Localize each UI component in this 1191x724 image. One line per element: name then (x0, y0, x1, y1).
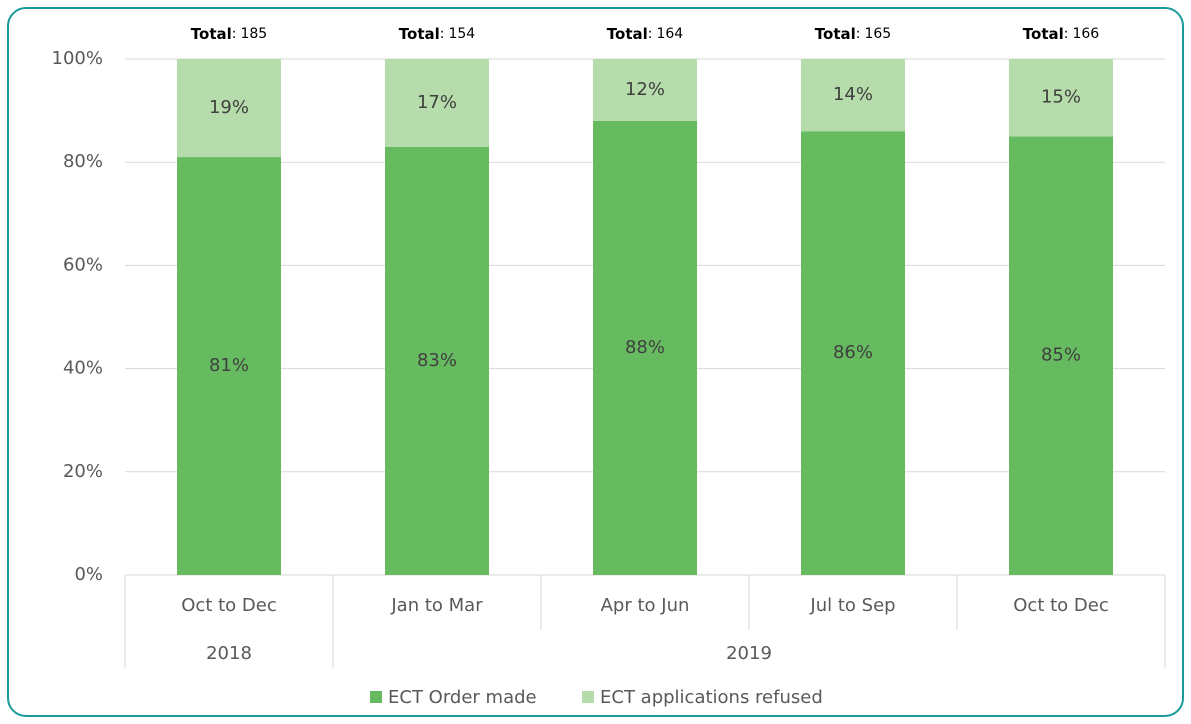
total-separator: : (232, 26, 237, 42)
data-label: 85% (1041, 345, 1081, 366)
total-word: Total (191, 25, 232, 43)
y-tick-label: 60% (63, 254, 103, 275)
x-tick-label: Oct to Dec (1013, 595, 1108, 616)
y-tick-label: 20% (63, 461, 103, 482)
x-tick-label: Apr to Jun (601, 595, 690, 616)
total-word: Total (815, 25, 856, 43)
total-value: 164 (656, 26, 683, 42)
total-value: 185 (240, 26, 267, 42)
bar-segment (385, 59, 489, 147)
total-label: Total: 166 (1023, 25, 1100, 43)
data-label: 15% (1041, 87, 1081, 108)
total-separator: : (440, 26, 445, 42)
total-value: 154 (448, 26, 475, 42)
y-tick-label: 80% (63, 151, 103, 172)
group-label: 2019 (726, 643, 772, 664)
x-tick-label: Oct to Dec (181, 595, 276, 616)
group-label: 2018 (206, 643, 252, 664)
data-label: 12% (625, 79, 665, 100)
bar-segment (385, 146, 489, 575)
data-label: 88% (625, 337, 665, 358)
data-label: 17% (417, 92, 457, 113)
data-label: 86% (833, 342, 873, 363)
total-value: 165 (864, 26, 891, 42)
data-label: 81% (209, 355, 249, 376)
y-tick-label: 0% (74, 564, 103, 585)
bar-segment (801, 59, 905, 132)
x-tick-label: Jan to Mar (390, 595, 483, 616)
bar-segment (593, 120, 697, 576)
total-label: Total: 154 (399, 25, 476, 43)
total-label: Total: 165 (815, 25, 891, 43)
data-label: 14% (833, 84, 873, 105)
legend-swatch (370, 691, 382, 703)
bar-segment (177, 157, 281, 576)
legend-swatch (582, 691, 594, 703)
total-label: Total: 164 (607, 25, 684, 43)
data-label: 19% (209, 97, 249, 118)
x-tick-label: Jul to Sep (809, 595, 895, 616)
y-tick-label: 100% (52, 48, 103, 69)
bar-segment (801, 131, 905, 576)
bar-segment (177, 59, 281, 158)
total-separator: : (856, 26, 861, 42)
bar-segment (593, 59, 697, 121)
total-label: Total: 185 (191, 25, 267, 43)
legend-label: ECT Order made (388, 687, 537, 708)
total-separator: : (648, 26, 653, 42)
bar-segment (1009, 136, 1113, 575)
total-separator: : (1064, 26, 1069, 42)
legend-label: ECT applications refused (600, 687, 823, 708)
y-tick-label: 40% (63, 358, 103, 379)
total-value: 166 (1072, 26, 1099, 42)
total-word: Total (1023, 25, 1064, 43)
total-word: Total (399, 25, 440, 43)
data-label: 83% (417, 350, 457, 371)
total-word: Total (607, 25, 648, 43)
bar-segment (1009, 59, 1113, 137)
